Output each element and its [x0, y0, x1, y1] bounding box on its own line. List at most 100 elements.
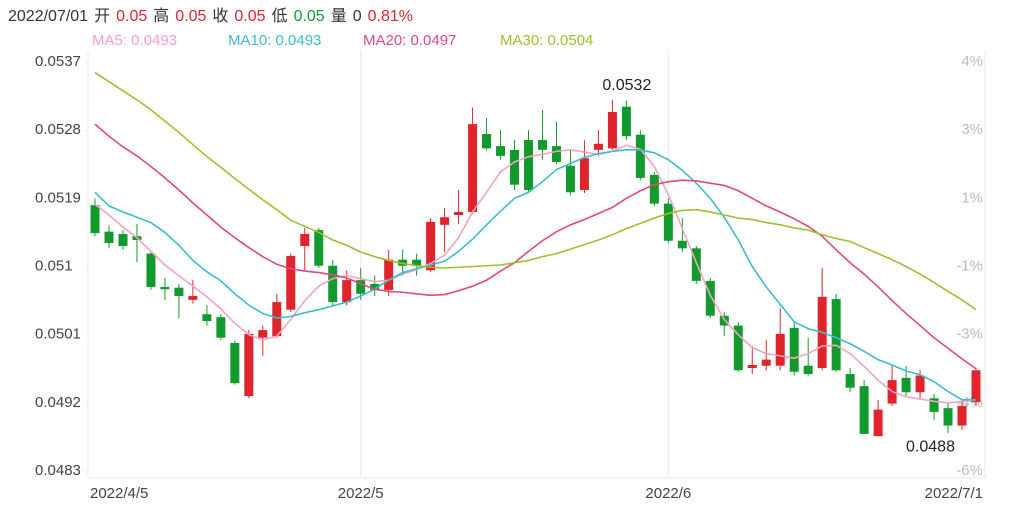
candle-body	[146, 253, 156, 287]
candle-body	[90, 205, 100, 234]
y2-tick-label: -3%	[956, 326, 983, 343]
y-tick-label: 0.0501	[35, 326, 81, 343]
candle-body	[677, 240, 687, 249]
header: 2022/07/01 开 0.05 高 0.05 收 0.05 低 0.05 量 0 0.81%	[8, 7, 413, 25]
candle-body	[705, 280, 715, 316]
candle-body	[524, 140, 534, 191]
candle-body	[230, 342, 240, 384]
candle-body	[258, 330, 268, 338]
y-tick-label: 0.0492	[35, 394, 81, 411]
candle-body	[929, 398, 939, 412]
header-item: 0.05	[116, 8, 147, 25]
candle-body	[118, 233, 128, 247]
candle-body	[551, 146, 561, 162]
candle-body	[607, 111, 617, 149]
candle-body	[384, 259, 394, 290]
candle-body	[565, 165, 575, 193]
candle-body	[188, 296, 198, 300]
y2-tick-label: 4%	[961, 53, 983, 70]
candle-body	[957, 405, 967, 426]
candle-body	[412, 259, 422, 266]
x-tick-label: 2022/4/5	[90, 485, 148, 502]
candle-body	[831, 299, 841, 371]
candle-body	[160, 286, 170, 290]
y-tick-label: 0.051	[35, 257, 73, 274]
header-item: 量	[331, 8, 347, 25]
ma-line	[94, 71, 977, 311]
candle-body	[300, 233, 310, 247]
legend-entry: MA20: 0.0497	[363, 32, 456, 49]
y-tick-label: 0.0483	[35, 462, 81, 479]
header-item: 0.05	[175, 8, 206, 25]
candle-body	[845, 374, 855, 388]
candle-body	[454, 211, 464, 215]
candle-body	[496, 146, 506, 156]
header-item: 0.05	[234, 8, 265, 25]
candle-body	[971, 370, 981, 403]
y2-tick-label: -6%	[956, 462, 983, 479]
candle-body	[342, 280, 352, 303]
candle-body	[901, 377, 911, 393]
candle-body	[621, 106, 631, 137]
x-tick-label: 2022/6	[645, 485, 691, 502]
candle-body	[873, 409, 883, 437]
candle-body	[761, 359, 771, 366]
candle-body	[789, 327, 799, 372]
legend: MA5: 0.0493 MA10: 0.0493 MA20: 0.0497 MA30:…	[92, 32, 593, 49]
max-annotation: 0.0532	[602, 77, 651, 94]
legend-entry: MA30: 0.0504	[500, 32, 593, 49]
y-tick-label: 0.0519	[35, 189, 81, 206]
ma-line	[94, 149, 976, 401]
y2-tick-label: 3%	[961, 121, 983, 138]
y-tick-label: 0.0528	[35, 121, 81, 138]
candle-body	[803, 365, 813, 375]
candle-body	[915, 375, 925, 393]
legend-entry: MA10: 0.0493	[228, 32, 321, 49]
candle-body	[649, 174, 659, 204]
candle-body	[482, 133, 492, 149]
candle-body	[286, 255, 296, 310]
header-item: 0.81%	[368, 8, 413, 25]
candle-body	[104, 231, 114, 244]
header-item: 0.05	[294, 8, 325, 25]
header-item: 开	[94, 8, 110, 25]
candle-body	[244, 333, 254, 397]
candle-body	[579, 158, 589, 191]
min-annotation: 0.0488	[906, 438, 955, 455]
candle-body	[356, 280, 366, 294]
candle-body	[370, 283, 380, 290]
candle-body	[943, 408, 953, 426]
candle-body	[593, 143, 603, 150]
candle-body	[426, 221, 436, 271]
y-tick-label: 0.0537	[35, 53, 81, 70]
candle-body	[733, 325, 743, 371]
header-item: 0	[353, 8, 362, 25]
candle-body	[272, 302, 282, 337]
header-item: 高	[153, 7, 169, 25]
ma-line	[94, 123, 977, 370]
candle-body	[314, 230, 324, 266]
candle-body	[775, 333, 785, 366]
candle-body	[468, 124, 478, 212]
ma-line	[94, 144, 977, 404]
y2-tick-label: 1%	[961, 189, 983, 206]
candle-body	[663, 203, 673, 241]
x-tick-label: 2022/5	[338, 485, 384, 502]
header-item: 2022/07/01	[8, 8, 88, 25]
header-item: 收	[212, 7, 228, 25]
x-tick-label: 2022/7/1	[925, 485, 983, 502]
candle-body	[537, 140, 547, 150]
candle-body	[216, 317, 226, 338]
candle-body	[859, 386, 869, 434]
candle-body	[510, 149, 520, 185]
candle-body	[440, 217, 450, 225]
candle-body	[635, 134, 645, 178]
header-item: 低	[272, 7, 288, 25]
candle-body	[747, 364, 757, 368]
y2-tick-label: -1%	[956, 257, 983, 274]
legend-entry: MA5: 0.0493	[92, 32, 177, 49]
candle-body	[202, 314, 212, 322]
candle-body	[328, 265, 338, 303]
candle-body	[174, 287, 184, 297]
